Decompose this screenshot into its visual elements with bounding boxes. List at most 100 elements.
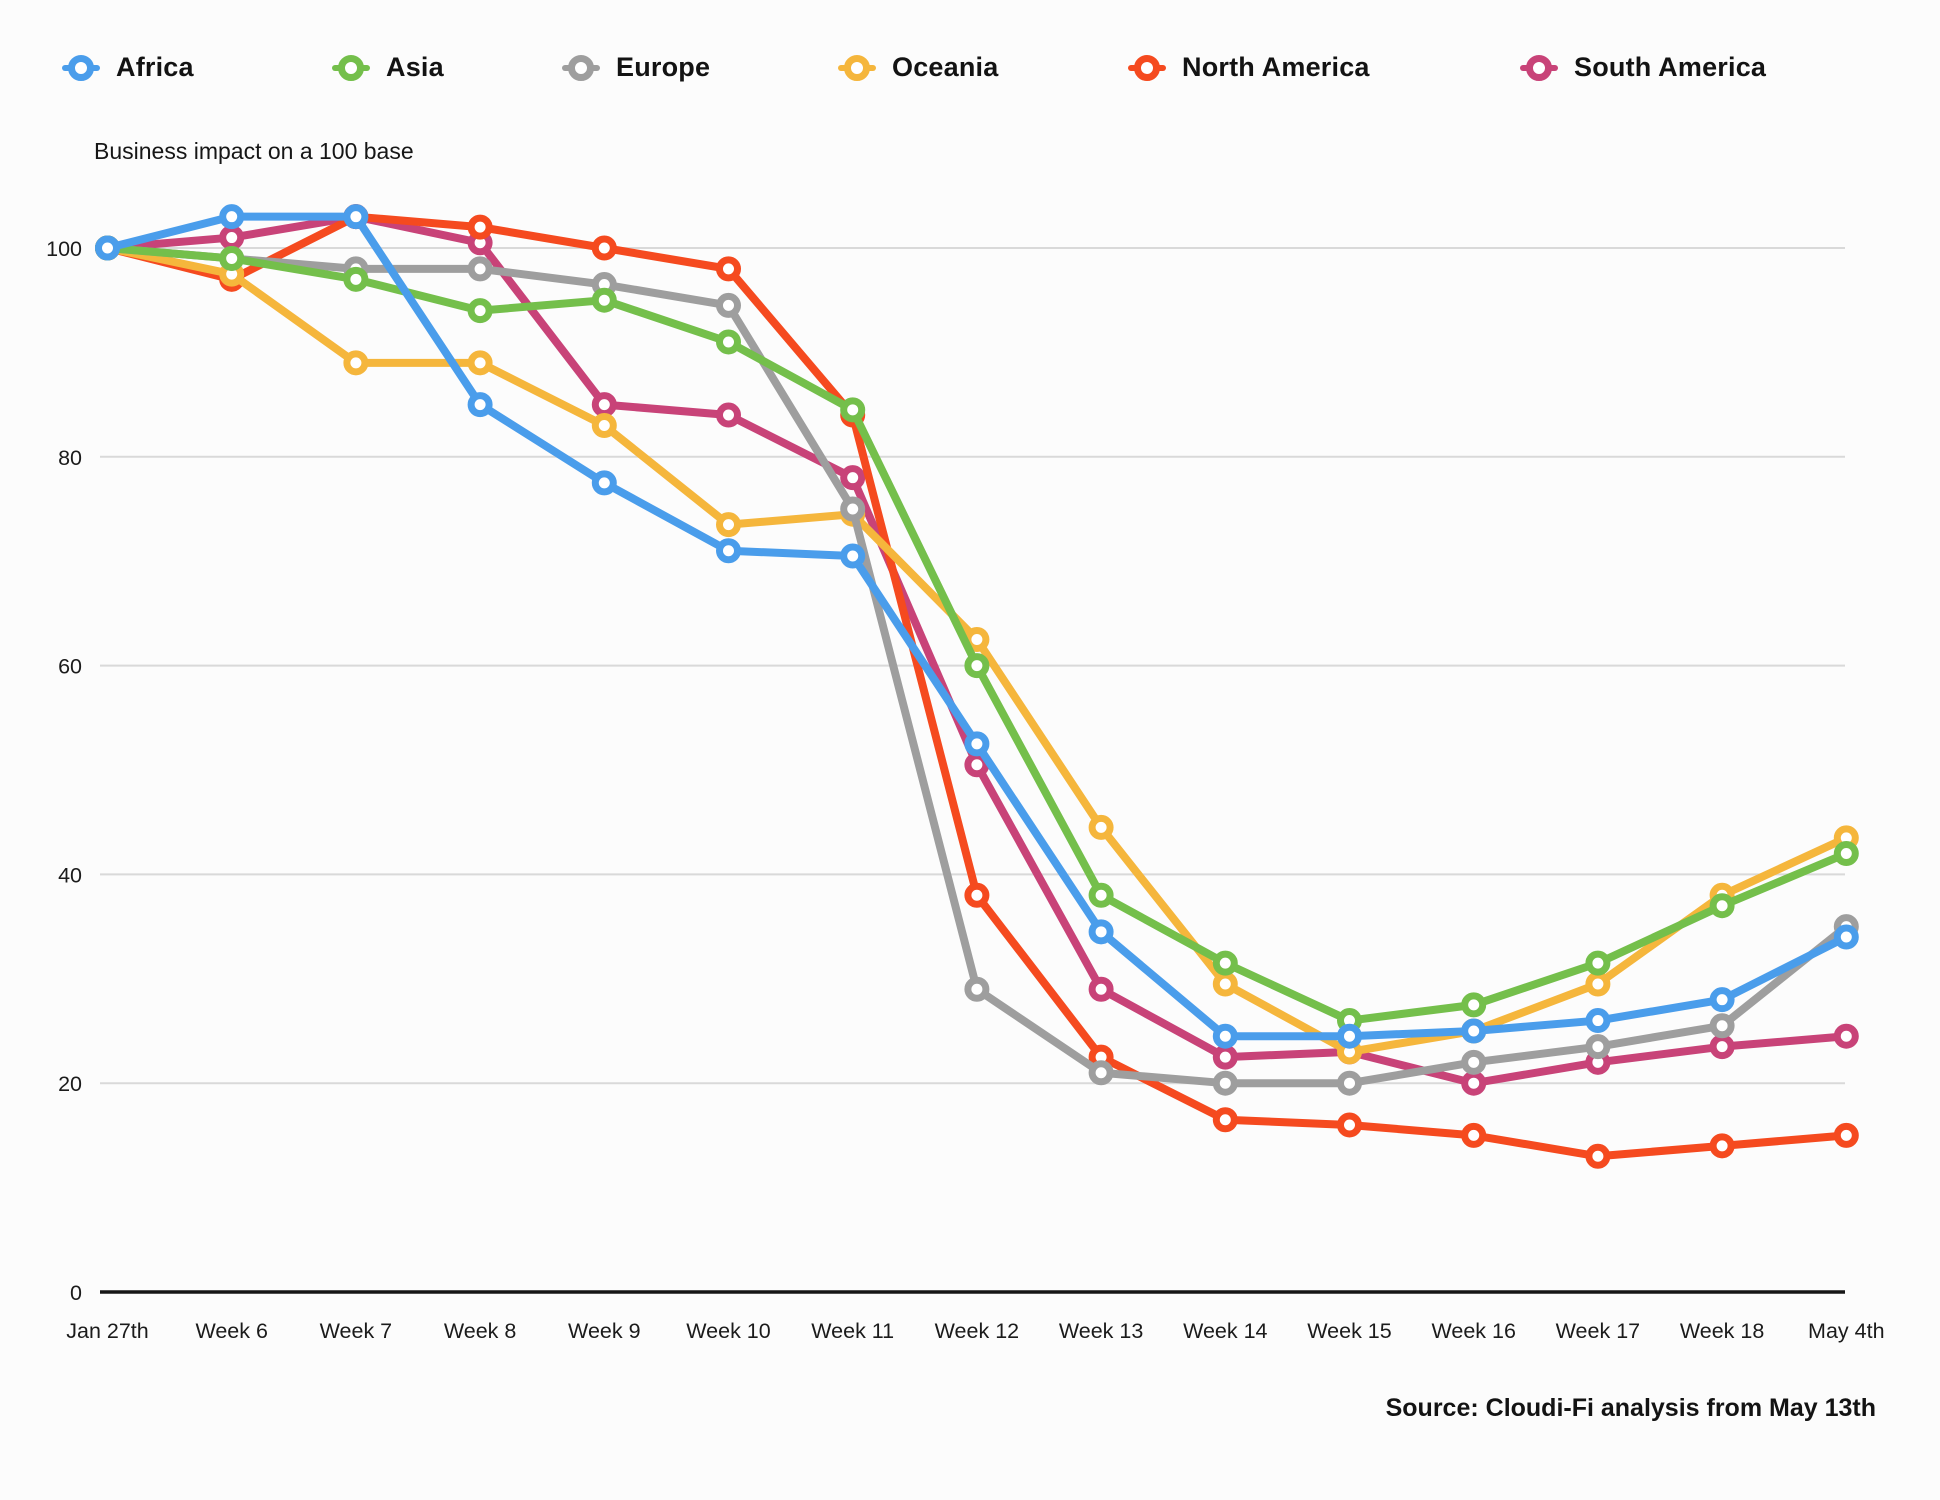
- data-point-europe-week-14[interactable]: [1212, 1070, 1238, 1096]
- data-point-oceania-week-14[interactable]: [1212, 971, 1238, 997]
- y-tick-label-100: 100: [46, 237, 82, 261]
- legend-label-europe: Europe: [616, 52, 711, 82]
- south-america-series-marker-icon: [1520, 54, 1558, 81]
- x-tick-label-week-12: Week 12: [935, 1319, 1019, 1343]
- data-point-south-america-week-18[interactable]: [1709, 1034, 1735, 1060]
- data-point-africa-week-10[interactable]: [716, 538, 741, 564]
- data-point-asia-week-6[interactable]: [219, 245, 245, 271]
- x-tick-label-week-17: Week 17: [1556, 1319, 1640, 1343]
- data-point-europe-week-17[interactable]: [1585, 1034, 1611, 1060]
- asia-series-marker-icon: [332, 54, 370, 81]
- x-tick-label-jan-27th: Jan 27th: [66, 1319, 148, 1343]
- x-tick-label-week-16: Week 16: [1431, 1319, 1515, 1343]
- data-point-europe-week-12[interactable]: [964, 976, 990, 1002]
- x-tick-label-week-6: Week 6: [195, 1319, 268, 1343]
- x-tick-label-week-9: Week 9: [568, 1319, 641, 1343]
- data-point-oceania-week-7[interactable]: [343, 350, 369, 376]
- data-point-asia-week-13[interactable]: [1088, 882, 1114, 908]
- x-tick-label-week-18: Week 18: [1680, 1319, 1764, 1343]
- data-point-south-america-week-13[interactable]: [1088, 976, 1114, 1002]
- data-point-north-america-week-15[interactable]: [1337, 1112, 1362, 1138]
- data-point-south-america-week-11[interactable]: [840, 465, 866, 491]
- y-tick-label-60: 60: [58, 655, 82, 679]
- data-point-africa-week-12[interactable]: [964, 731, 990, 757]
- europe-series-marker-icon: [562, 54, 600, 81]
- data-point-africa-week-16[interactable]: [1461, 1018, 1487, 1044]
- legend-item-oceania[interactable]: Oceania: [838, 52, 998, 83]
- data-point-oceania-week-13[interactable]: [1088, 814, 1114, 840]
- data-point-north-america-week-10[interactable]: [716, 256, 741, 282]
- data-point-africa-week-13[interactable]: [1088, 919, 1114, 945]
- series-oceania: [95, 235, 1859, 1065]
- data-point-africa-week-8[interactable]: [467, 392, 493, 418]
- data-point-asia-week-14[interactable]: [1212, 950, 1238, 976]
- data-point-europe-week-13[interactable]: [1088, 1060, 1114, 1086]
- data-point-north-america-week-18[interactable]: [1709, 1133, 1735, 1159]
- data-point-oceania-week-9[interactable]: [591, 412, 617, 438]
- legend-label-asia: Asia: [386, 52, 444, 82]
- data-point-africa-may-4th[interactable]: [1833, 924, 1859, 950]
- data-point-asia-week-16[interactable]: [1461, 992, 1487, 1018]
- data-point-africa-week-17[interactable]: [1585, 1008, 1611, 1034]
- source-note: Source: Cloudi-Fi analysis from May 13th: [1385, 1394, 1876, 1422]
- data-point-europe-week-10[interactable]: [716, 292, 741, 318]
- data-point-south-america-week-10[interactable]: [716, 402, 741, 428]
- legend-label-oceania: Oceania: [892, 52, 999, 82]
- data-point-africa-week-9[interactable]: [591, 470, 617, 496]
- data-point-south-america-may-4th[interactable]: [1833, 1023, 1859, 1049]
- data-point-north-america-week-16[interactable]: [1461, 1122, 1487, 1148]
- series-line-africa: [103, 212, 1851, 1041]
- data-point-oceania-week-8[interactable]: [467, 350, 493, 376]
- data-point-asia-week-7[interactable]: [343, 266, 369, 292]
- data-point-south-america-week-14[interactable]: [1212, 1044, 1238, 1070]
- y-tick-label-80: 80: [58, 446, 82, 470]
- data-point-europe-week-18[interactable]: [1709, 1013, 1735, 1039]
- data-point-north-america-week-14[interactable]: [1212, 1107, 1238, 1133]
- legend-item-north-america[interactable]: North America: [1128, 52, 1370, 83]
- data-point-europe-week-8[interactable]: [467, 256, 493, 282]
- x-tick-label-week-7: Week 7: [320, 1319, 393, 1343]
- data-point-north-america-week-8[interactable]: [467, 214, 493, 240]
- data-point-north-america-may-4th[interactable]: [1833, 1122, 1859, 1148]
- data-point-africa-jan-27th[interactable]: [95, 235, 120, 261]
- data-point-asia-week-8[interactable]: [467, 298, 493, 324]
- data-point-north-america-week-9[interactable]: [591, 235, 617, 261]
- data-point-asia-week-10[interactable]: [716, 329, 741, 355]
- data-point-asia-week-18[interactable]: [1709, 893, 1735, 919]
- legend-item-asia[interactable]: Asia: [332, 52, 444, 83]
- data-point-asia-week-12[interactable]: [964, 653, 990, 679]
- data-point-africa-week-7[interactable]: [343, 204, 369, 230]
- data-point-africa-week-14[interactable]: [1212, 1023, 1238, 1049]
- africa-series-marker-icon: [62, 54, 100, 81]
- data-point-europe-week-15[interactable]: [1337, 1070, 1362, 1096]
- data-point-asia-week-17[interactable]: [1585, 950, 1611, 976]
- data-point-south-america-week-9[interactable]: [591, 392, 617, 418]
- data-point-asia-week-9[interactable]: [591, 287, 617, 313]
- data-point-north-america-week-17[interactable]: [1585, 1143, 1611, 1169]
- x-tick-label-week-14: Week 14: [1183, 1319, 1267, 1343]
- x-tick-label-week-11: Week 11: [811, 1319, 894, 1343]
- legend-item-south-america[interactable]: South America: [1520, 52, 1766, 83]
- data-point-africa-week-11[interactable]: [840, 543, 866, 569]
- data-point-africa-week-18[interactable]: [1709, 987, 1735, 1013]
- data-point-europe-week-16[interactable]: [1461, 1049, 1487, 1075]
- data-point-africa-week-6[interactable]: [219, 204, 245, 230]
- legend-label-south-america: South America: [1574, 52, 1767, 82]
- data-point-africa-week-15[interactable]: [1337, 1023, 1362, 1049]
- legend-item-europe[interactable]: Europe: [562, 52, 710, 83]
- data-point-europe-week-11[interactable]: [840, 496, 866, 522]
- series-africa: [95, 204, 1859, 1049]
- data-point-oceania-week-17[interactable]: [1585, 971, 1611, 997]
- data-point-south-america-week-6[interactable]: [219, 225, 245, 251]
- y-tick-label-0: 0: [70, 1281, 82, 1305]
- data-point-asia-week-11[interactable]: [840, 397, 866, 423]
- legend-item-africa[interactable]: Africa: [62, 52, 194, 83]
- x-tick-label-week-13: Week 13: [1059, 1319, 1143, 1343]
- data-point-north-america-week-12[interactable]: [964, 882, 990, 908]
- x-tick-label-week-8: Week 8: [444, 1319, 517, 1343]
- data-point-oceania-week-10[interactable]: [716, 512, 741, 538]
- data-point-asia-may-4th[interactable]: [1833, 841, 1859, 867]
- data-point-south-america-week-16[interactable]: [1461, 1070, 1487, 1096]
